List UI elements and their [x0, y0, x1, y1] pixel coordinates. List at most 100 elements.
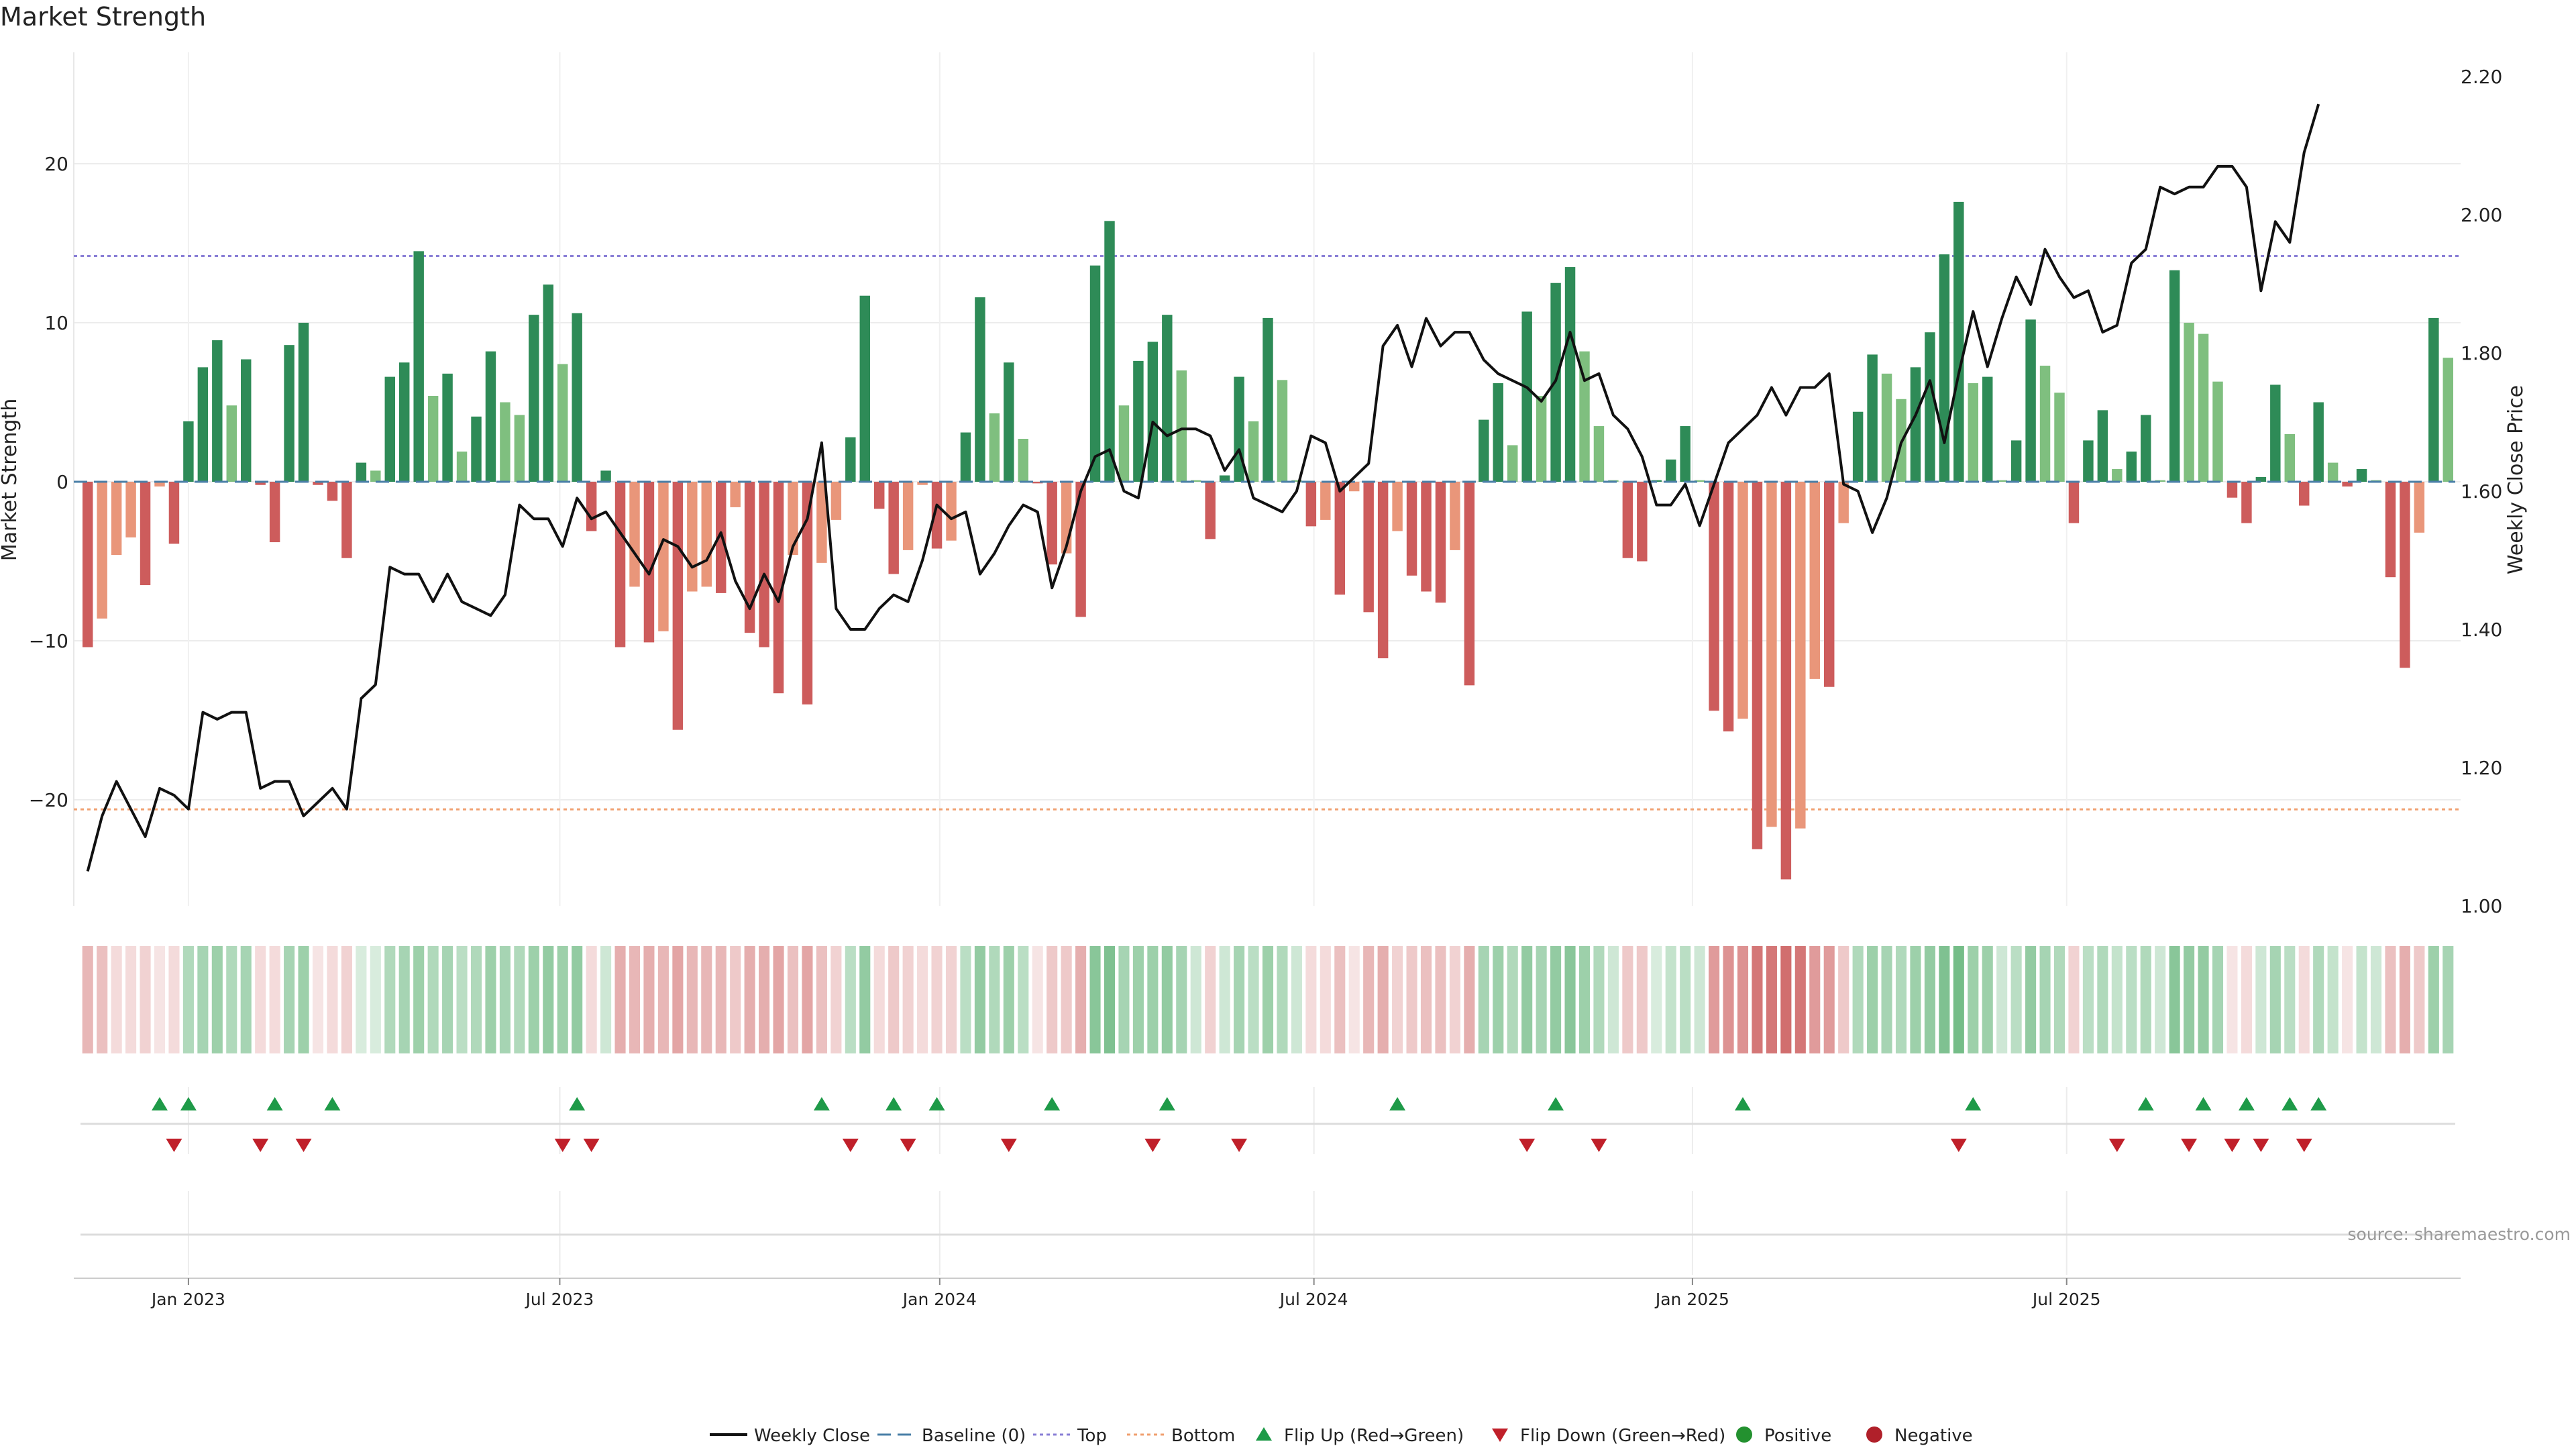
right-y-ticks: 1.00 1.20 1.40 1.60 1.80 2.00 2.20 — [2461, 66, 2502, 917]
strength-bar — [313, 482, 323, 485]
strength-bar — [2141, 415, 2151, 482]
strength-bar — [1392, 482, 1403, 531]
strength-bar — [183, 421, 194, 482]
strength-bar — [701, 482, 712, 587]
strength-bar — [2010, 440, 2022, 482]
strength-bar — [2327, 462, 2339, 482]
heat-strip-cell — [499, 946, 511, 1053]
flip-up-marker — [1389, 1097, 1406, 1110]
x-tick-label: Jul 2023 — [525, 1290, 594, 1309]
heat-strip-cell — [2269, 946, 2281, 1053]
strength-bar — [83, 482, 93, 647]
strength-bar — [1852, 411, 1864, 482]
x-tick-label: Jul 2024 — [1279, 1290, 1348, 1309]
strength-bar — [1723, 482, 1734, 732]
flip-up-marker — [1548, 1097, 1564, 1110]
strength-bar — [212, 340, 223, 482]
strength-bar — [989, 413, 1000, 482]
strength-bar — [1320, 482, 1331, 520]
legend-item: Negative — [1866, 1426, 1973, 1446]
strength-bar — [327, 482, 338, 501]
heat-strip-cell — [1363, 946, 1375, 1053]
strength-bar — [759, 482, 769, 647]
strength-bar — [1435, 482, 1446, 603]
heat-strip-cell — [413, 946, 425, 1053]
heat-strip-cell — [1464, 946, 1475, 1053]
legend-item: Positive — [1736, 1426, 1831, 1446]
heat-strip-cell — [298, 946, 309, 1053]
heat-strip-cell — [888, 946, 900, 1053]
strength-bar — [341, 482, 352, 558]
strength-bar — [2126, 451, 2137, 482]
strength-bar — [2443, 358, 2453, 482]
strength-bar — [427, 396, 439, 482]
strength-bar — [1982, 376, 1993, 482]
heat-strip-cell — [2298, 946, 2310, 1053]
flip-down-marker — [1144, 1139, 1161, 1152]
heat-strip-cell — [1838, 946, 1849, 1053]
flip-down-marker — [583, 1139, 600, 1152]
strength-bar — [859, 295, 870, 482]
heat-strip-cell — [1061, 946, 1072, 1053]
flip-down-marker — [252, 1139, 269, 1152]
heat-strip-cell — [1968, 946, 1979, 1053]
strength-bar — [1205, 482, 1216, 539]
strength-bar — [586, 482, 597, 531]
heat-strip-cell — [859, 946, 871, 1053]
heat-strip-cell — [2443, 946, 2454, 1053]
heat-strip — [82, 946, 2454, 1053]
strength-bar — [1479, 419, 1489, 482]
heat-strip-cell — [2241, 946, 2252, 1053]
heat-strip-cell — [154, 946, 166, 1053]
strength-bar — [241, 359, 252, 482]
heat-strip-cell — [528, 946, 539, 1053]
heat-strip-cell — [1075, 946, 1087, 1053]
flip-down-marker — [900, 1139, 916, 1152]
heat-strip-cell — [2198, 946, 2209, 1053]
strength-bar — [1046, 482, 1057, 565]
heat-strip-cell — [1780, 946, 1792, 1053]
heat-strip-cell — [902, 946, 914, 1053]
heat-strip-cell — [873, 946, 885, 1053]
strength-bar — [2400, 482, 2410, 668]
heat-strip-cell — [312, 946, 324, 1053]
strength-bar — [2169, 270, 2180, 482]
heat-strip-cell — [1032, 946, 1043, 1053]
heat-strip-cell — [240, 946, 252, 1053]
heat-strip-cell — [1982, 946, 1993, 1053]
strength-bar — [356, 462, 367, 482]
strength-bar — [140, 482, 151, 586]
heat-strip-cell — [2399, 946, 2410, 1053]
strength-bar — [197, 367, 209, 482]
heat-strip-cell — [82, 946, 93, 1053]
strength-bar — [1579, 351, 1590, 482]
strength-bar — [975, 297, 985, 482]
heat-strip-cell — [802, 946, 813, 1053]
heat-strip-cell — [1406, 946, 1417, 1053]
legend-item: Flip Down (Green→Red) — [1492, 1426, 1725, 1446]
flip-up-marker — [885, 1097, 902, 1110]
strength-bar — [716, 482, 727, 593]
strength-bar — [2155, 480, 2165, 482]
strength-bar — [931, 482, 943, 549]
strength-bar — [672, 482, 684, 730]
legend-label: Positive — [1764, 1426, 1831, 1446]
strength-bar — [442, 373, 453, 482]
heat-strip-cell — [470, 946, 482, 1053]
strength-bar — [1363, 482, 1374, 613]
strength-bar — [1709, 482, 1719, 711]
heat-strip-cell — [1046, 946, 1058, 1053]
strength-bar — [1162, 315, 1173, 482]
heat-strip-cell — [2155, 946, 2166, 1053]
strength-bar — [1968, 383, 1978, 482]
strength-bar — [284, 345, 294, 482]
heat-strip-cell — [168, 946, 180, 1053]
flip-down-marker — [1519, 1139, 1536, 1152]
heat-strip-cell — [398, 946, 410, 1053]
strength-bar — [2054, 393, 2065, 482]
weekly-close-line — [86, 103, 2320, 872]
flip-down-marker — [2296, 1139, 2312, 1152]
flip-up-marker — [569, 1097, 586, 1110]
strength-bar — [1925, 332, 1935, 482]
heat-strip-cell — [643, 946, 655, 1053]
